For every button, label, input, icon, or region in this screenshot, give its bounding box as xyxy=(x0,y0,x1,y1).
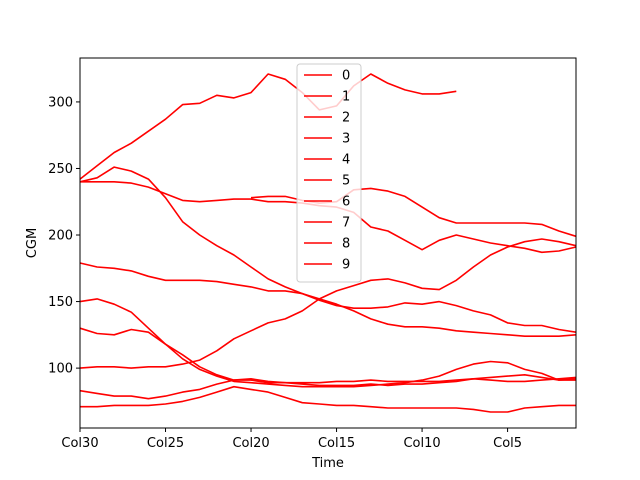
legend-label: 4 xyxy=(342,153,350,168)
series-line-2 xyxy=(79,298,576,388)
series-line-0 xyxy=(79,327,577,384)
legend-label: 3 xyxy=(342,132,350,147)
legend-label: 9 xyxy=(342,258,350,273)
y-axis: 100 150 200 250 300 xyxy=(48,95,80,377)
legend-label: 5 xyxy=(342,174,350,189)
x-tick-label: Col25 xyxy=(147,436,184,451)
y-tick-label: 100 xyxy=(48,362,73,377)
series-layer xyxy=(79,73,577,413)
plot-frame xyxy=(79,57,577,429)
series-line-5 xyxy=(79,166,577,333)
y-axis-label: CGM xyxy=(25,228,40,258)
legend-label: 6 xyxy=(342,195,350,210)
series-line-1 xyxy=(79,262,577,337)
series-line-8 xyxy=(79,73,457,180)
legend-label: 0 xyxy=(342,69,350,84)
legend-label: 2 xyxy=(342,111,350,126)
x-tick-label: Col20 xyxy=(232,436,269,451)
legend: 0 1 2 3 4 5 6 7 8 9 xyxy=(296,63,362,283)
x-axis: Col30 Col25 Col20 Col15 Col10 Col5 xyxy=(61,428,522,451)
x-tick-label: Col5 xyxy=(493,436,522,451)
series-line-4 xyxy=(79,374,577,400)
x-tick-label: Col15 xyxy=(318,436,355,451)
legend-label: 8 xyxy=(342,237,350,252)
series-line-3 xyxy=(79,238,577,369)
x-tick-label: Col10 xyxy=(403,436,440,451)
x-axis-label: Time xyxy=(311,456,344,471)
legend-label: 7 xyxy=(342,216,350,231)
y-tick-label: 250 xyxy=(48,162,73,177)
x-tick-label: Col30 xyxy=(61,436,98,451)
legend-box xyxy=(296,63,362,283)
y-tick-label: 200 xyxy=(48,229,73,244)
y-tick-label: 150 xyxy=(48,295,73,310)
series-line-6 xyxy=(80,385,576,413)
y-tick-label: 300 xyxy=(48,95,73,110)
legend-label: 1 xyxy=(342,90,350,105)
